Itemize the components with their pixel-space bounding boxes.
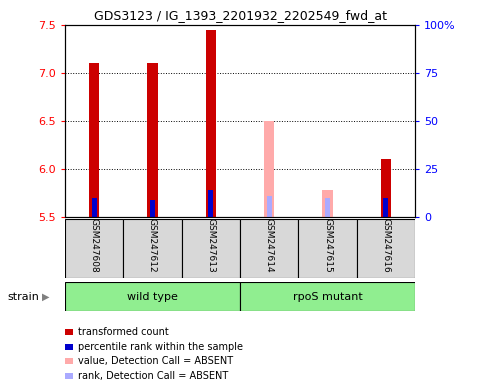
Text: ▶: ▶ xyxy=(42,291,49,302)
Bar xyxy=(147,63,158,217)
Bar xyxy=(298,219,356,278)
Bar xyxy=(208,190,214,217)
Text: GSM247614: GSM247614 xyxy=(264,218,274,273)
Bar xyxy=(92,198,97,217)
Bar xyxy=(240,219,298,278)
Bar xyxy=(322,190,333,217)
Text: rank, Detection Call = ABSENT: rank, Detection Call = ABSENT xyxy=(78,371,228,381)
Title: GDS3123 / IG_1393_2201932_2202549_fwd_at: GDS3123 / IG_1393_2201932_2202549_fwd_at xyxy=(94,9,387,22)
Bar xyxy=(124,219,182,278)
Text: GSM247608: GSM247608 xyxy=(90,218,98,273)
Text: value, Detection Call = ABSENT: value, Detection Call = ABSENT xyxy=(78,356,233,366)
Text: GSM247615: GSM247615 xyxy=(323,218,332,273)
Bar xyxy=(89,63,100,217)
Bar xyxy=(65,282,240,311)
Text: GSM247613: GSM247613 xyxy=(206,218,216,273)
Text: wild type: wild type xyxy=(127,291,178,302)
Bar xyxy=(264,121,274,217)
Text: GSM247612: GSM247612 xyxy=(148,218,157,273)
Text: GSM247616: GSM247616 xyxy=(382,218,390,273)
Bar xyxy=(150,200,155,217)
Bar xyxy=(65,219,124,278)
Text: percentile rank within the sample: percentile rank within the sample xyxy=(78,342,242,352)
Text: rpoS mutant: rpoS mutant xyxy=(292,291,362,302)
Bar xyxy=(206,30,216,217)
Bar xyxy=(356,219,415,278)
Bar xyxy=(240,282,415,311)
Text: transformed count: transformed count xyxy=(78,327,168,337)
Bar xyxy=(383,198,388,217)
Bar xyxy=(182,219,240,278)
Bar xyxy=(325,198,330,217)
Bar xyxy=(380,159,391,217)
Bar xyxy=(266,196,272,217)
Text: strain: strain xyxy=(8,291,40,302)
